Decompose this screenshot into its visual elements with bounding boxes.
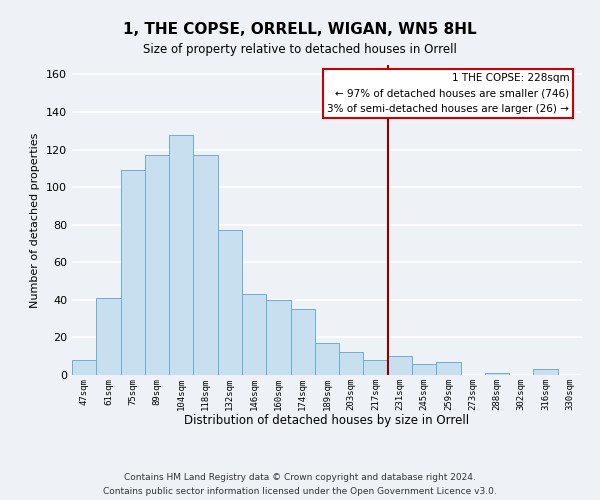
Bar <box>242 294 266 375</box>
Bar <box>266 300 290 375</box>
Bar <box>533 370 558 375</box>
Bar <box>290 309 315 375</box>
Bar <box>339 352 364 375</box>
Bar <box>193 155 218 375</box>
X-axis label: Distribution of detached houses by size in Orrell: Distribution of detached houses by size … <box>184 414 470 427</box>
Bar <box>72 360 96 375</box>
Bar <box>388 356 412 375</box>
Text: 1, THE COPSE, ORRELL, WIGAN, WN5 8HL: 1, THE COPSE, ORRELL, WIGAN, WN5 8HL <box>123 22 477 38</box>
Text: Contains public sector information licensed under the Open Government Licence v3: Contains public sector information licen… <box>103 486 497 496</box>
Bar <box>315 343 339 375</box>
Bar <box>412 364 436 375</box>
Bar <box>145 155 169 375</box>
Bar <box>485 373 509 375</box>
Text: 1 THE COPSE: 228sqm
← 97% of detached houses are smaller (746)
3% of semi-detach: 1 THE COPSE: 228sqm ← 97% of detached ho… <box>328 72 569 114</box>
Bar <box>121 170 145 375</box>
Bar <box>169 134 193 375</box>
Bar <box>436 362 461 375</box>
Text: Contains HM Land Registry data © Crown copyright and database right 2024.: Contains HM Land Registry data © Crown c… <box>124 472 476 482</box>
Bar <box>218 230 242 375</box>
Text: Size of property relative to detached houses in Orrell: Size of property relative to detached ho… <box>143 42 457 56</box>
Y-axis label: Number of detached properties: Number of detached properties <box>31 132 40 308</box>
Bar <box>364 360 388 375</box>
Bar <box>96 298 121 375</box>
